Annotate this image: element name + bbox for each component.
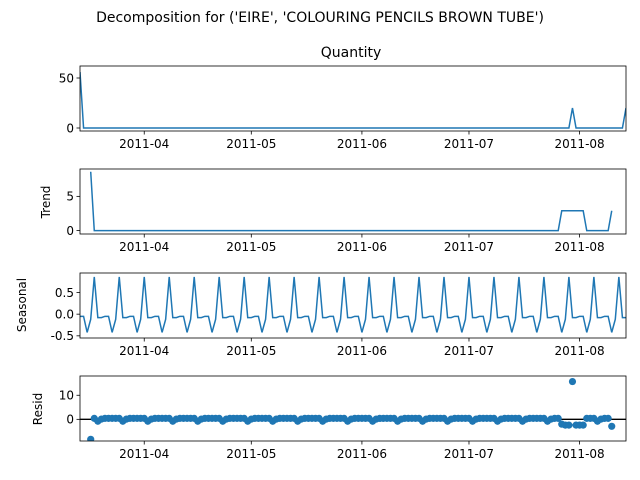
resid-ylabel: Resid xyxy=(31,393,45,425)
x-tick-label: 2011-06 xyxy=(337,447,387,461)
y-tick-label: 0 xyxy=(66,224,74,238)
x-tick-label: 2011-04 xyxy=(119,447,169,461)
seasonal-line xyxy=(80,276,626,333)
trend-ylabel: Trend xyxy=(39,186,53,220)
quantity-panel: 2011-04 2011-05 2011-06 2011-07 2011-08 0 50 xyxy=(59,65,627,151)
resid-point xyxy=(608,422,616,430)
resid-point xyxy=(87,435,95,441)
trend-axes-frame xyxy=(79,168,627,235)
trend-line xyxy=(89,171,613,232)
seasonal-panel: 2011-04 2011-05 2011-06 2011-07 2011-08 0.5 0.… xyxy=(51,272,627,358)
x-tick-label: 2011-07 xyxy=(444,137,494,151)
seasonal-axes-frame xyxy=(79,272,627,339)
x-tick-label: 2011-04 xyxy=(119,240,169,254)
x-tick-label: 2011-04 xyxy=(119,344,169,358)
y-tick-label: 0 xyxy=(66,121,74,135)
seasonal-ylabel: Seasonal xyxy=(15,278,29,332)
y-tick-label: 5 xyxy=(66,190,74,204)
y-tick-label: 0.0 xyxy=(55,307,74,321)
resid-point xyxy=(568,377,577,386)
y-tick-label: 0 xyxy=(66,413,74,427)
resid-point xyxy=(579,421,587,429)
x-tick-label: 2011-05 xyxy=(226,240,276,254)
x-tick-label: 2011-05 xyxy=(226,447,276,461)
x-tick-label: 2011-08 xyxy=(555,240,605,254)
y-tick-label: -0.5 xyxy=(51,329,74,343)
x-tick-label: 2011-08 xyxy=(555,447,605,461)
quantity-axes-frame xyxy=(79,65,627,132)
x-tick-label: 2011-08 xyxy=(555,344,605,358)
resid-axes-frame xyxy=(79,375,627,442)
quantity-line xyxy=(80,71,626,129)
x-tick-label: 2011-06 xyxy=(337,344,387,358)
resid-point xyxy=(604,414,612,422)
resid-point xyxy=(554,414,562,422)
figure-title: Decomposition for ('EIRE', 'COLOURING PE… xyxy=(96,10,544,26)
x-tick-label: 2011-06 xyxy=(337,137,387,151)
y-tick-label: 50 xyxy=(59,71,74,85)
x-tick-label: 2011-07 xyxy=(444,344,494,358)
quantity-panel-title: Quantity xyxy=(321,45,382,61)
x-tick-label: 2011-08 xyxy=(555,137,605,151)
trend-panel: 2011-04 2011-05 2011-06 2011-07 2011-08 0 5 xyxy=(66,168,627,254)
x-tick-label: 2011-07 xyxy=(444,240,494,254)
x-tick-label: 2011-06 xyxy=(337,240,387,254)
resid-panel: 2011-04 2011-05 2011-06 2011-07 2011-08 0 10 xyxy=(59,375,627,461)
x-tick-label: 2011-05 xyxy=(226,137,276,151)
x-tick-label: 2011-05 xyxy=(226,344,276,358)
x-tick-label: 2011-04 xyxy=(119,137,169,151)
y-tick-label: 10 xyxy=(59,389,74,403)
x-tick-label: 2011-07 xyxy=(444,447,494,461)
resid-point xyxy=(565,421,573,429)
y-tick-label: 0.5 xyxy=(55,286,74,300)
